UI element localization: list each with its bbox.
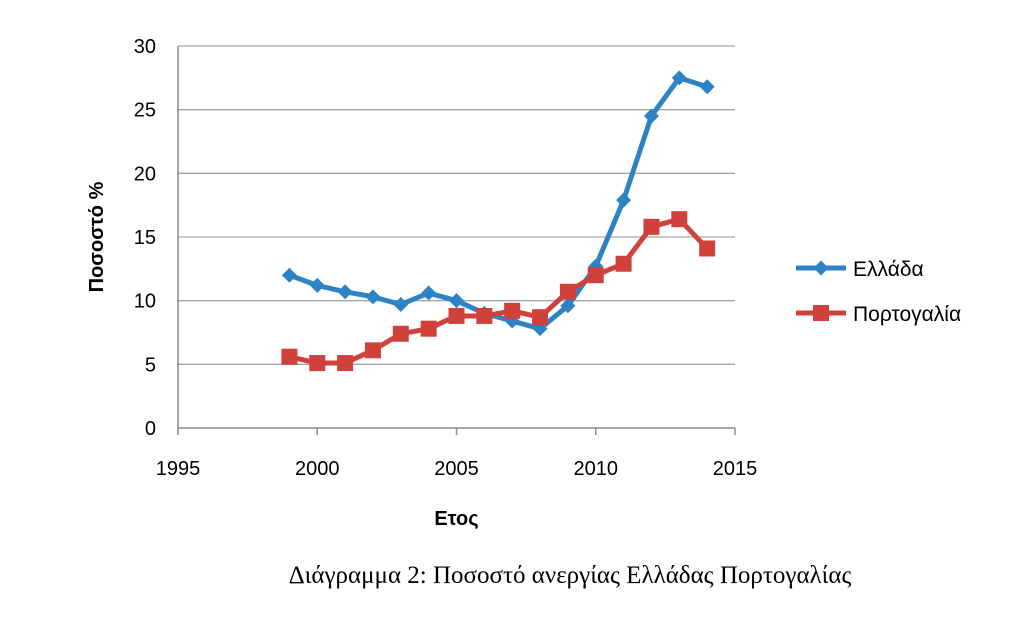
data-point [309, 277, 325, 293]
data-point [364, 342, 381, 359]
tick-labels: 0 5 10 15 20 25 30 1995 2000 2005 2010 2015 [134, 36, 758, 480]
data-point [699, 79, 715, 95]
data-point [392, 325, 409, 342]
data-point [365, 289, 381, 305]
data-point [281, 267, 297, 283]
data-point [448, 307, 465, 324]
y-tick-label: 30 [134, 36, 156, 58]
y-axis-title: Ποσοστό % [86, 181, 108, 292]
legend-marker [813, 260, 829, 276]
data-point [337, 284, 353, 300]
legend-label: Πορτογαλία [853, 303, 961, 326]
x-axis-title: Ετος [434, 508, 478, 530]
y-tick-label: 5 [145, 354, 156, 376]
y-tick-label: 10 [134, 291, 156, 313]
y-tick-label: 25 [134, 100, 156, 122]
data-point [504, 302, 521, 319]
line-chart: 0 5 10 15 20 25 30 1995 2000 2005 2010 2015 Ετος Πο… [86, 36, 961, 530]
data-point [309, 355, 326, 372]
data-point [671, 211, 688, 228]
series-1 [281, 70, 715, 337]
data-point [449, 293, 464, 309]
data-point [615, 255, 632, 272]
legend-marker [813, 305, 829, 321]
data-point [476, 307, 493, 324]
series-line [288, 216, 709, 366]
data-point [671, 70, 687, 86]
data-point [532, 309, 549, 326]
data-point [699, 240, 716, 257]
y-tick-label: 0 [145, 418, 156, 440]
x-tick-label: 2000 [295, 458, 340, 480]
series-2 [281, 211, 716, 372]
data-point [281, 348, 298, 365]
series-line [288, 75, 708, 332]
data-point [393, 296, 409, 312]
y-tick-label: 20 [134, 163, 156, 185]
axes [177, 46, 736, 435]
data-point [587, 267, 604, 284]
legend-item: Πορτογαλία [796, 303, 961, 326]
x-tick-label: 2010 [574, 458, 619, 480]
data-point [337, 355, 354, 372]
data-point [643, 108, 659, 124]
y-tick-label: 15 [134, 227, 156, 249]
figure-caption: Διάγραμμα 2: Ποσοστό ανεργίας Ελλάδας Πο… [288, 562, 852, 589]
x-tick-label: 2005 [434, 458, 479, 480]
legend: Ελλάδα Πορτογαλία [796, 258, 961, 326]
data-point [643, 218, 660, 235]
gridlines [178, 45, 735, 365]
data-point [560, 298, 576, 314]
data-point [616, 192, 632, 208]
data-point [421, 285, 437, 301]
legend-item: Ελλάδα [796, 258, 924, 281]
x-tick-label: 2015 [713, 458, 758, 480]
data-point [559, 283, 576, 300]
x-tick-label: 1995 [156, 458, 201, 480]
data-point [420, 320, 437, 337]
series-layer [281, 70, 716, 372]
legend-label: Ελλάδα [853, 258, 924, 281]
